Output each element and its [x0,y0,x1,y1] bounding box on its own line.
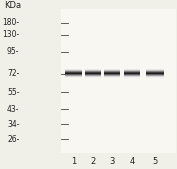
Bar [145,69,164,70]
Bar [124,73,140,74]
Bar [65,75,82,76]
Bar [145,73,164,74]
Bar [145,76,164,77]
Bar [85,74,101,75]
Bar [145,74,164,75]
Bar [65,73,82,74]
Bar [104,72,120,73]
Bar [124,75,140,76]
Bar [145,72,164,73]
Text: 43-: 43- [7,104,19,114]
Text: 130-: 130- [2,30,19,39]
Text: 180-: 180- [2,18,19,27]
Bar [124,72,140,73]
Bar [85,73,101,74]
Text: 3: 3 [110,157,115,166]
Bar [124,76,140,77]
Bar [104,70,120,71]
Bar [104,74,120,75]
Bar [65,74,82,75]
Bar [104,76,120,77]
Bar [104,71,120,72]
Bar [65,77,82,78]
Bar [85,77,101,78]
Bar [104,75,120,76]
Text: 55-: 55- [7,88,19,97]
Text: 95-: 95- [7,47,19,56]
Bar [65,71,82,72]
Bar [85,75,101,76]
Bar [85,72,101,73]
Text: 72-: 72- [7,69,19,78]
Text: 2: 2 [90,157,96,166]
Text: 4: 4 [129,157,135,166]
Bar [124,71,140,72]
Bar [65,70,82,71]
Bar [65,72,82,73]
Text: 1: 1 [71,157,76,166]
Bar [61,9,176,153]
Bar [85,71,101,72]
Bar [85,69,101,70]
Bar [145,75,164,76]
Text: 34-: 34- [7,120,19,129]
Bar [85,76,101,77]
Bar [104,69,120,70]
Bar [124,74,140,75]
Bar [65,69,82,70]
Bar [104,77,120,78]
Text: KDa: KDa [4,1,21,10]
Bar [124,77,140,78]
Bar [104,73,120,74]
Text: 26-: 26- [7,135,19,144]
Bar [124,69,140,70]
Bar [124,70,140,71]
Text: 5: 5 [152,157,158,166]
Bar [65,76,82,77]
Bar [145,71,164,72]
Bar [145,77,164,78]
Bar [145,70,164,71]
Bar [85,70,101,71]
